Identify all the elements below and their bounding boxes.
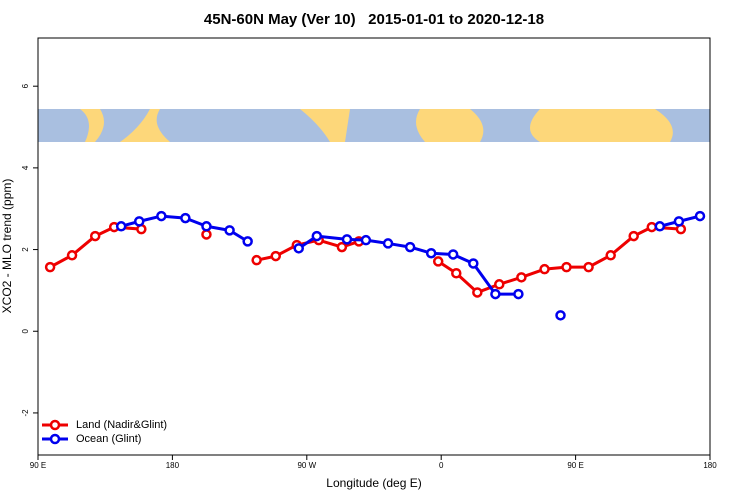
data-point xyxy=(156,210,167,222)
data-point xyxy=(646,221,658,233)
chart-title: 45N-60N May (Ver 10) 2015-01-01 to 2020-… xyxy=(204,11,544,28)
data-point xyxy=(694,210,706,222)
data-point xyxy=(513,288,524,300)
data-point xyxy=(44,261,56,273)
x-tick-label: 90 E xyxy=(30,461,46,470)
x-tick-label: 90 W xyxy=(297,461,316,470)
data-point xyxy=(404,241,416,253)
data-point xyxy=(673,216,685,227)
data-point xyxy=(490,288,501,300)
y-tick-label: -2 xyxy=(21,409,30,417)
x-tick-label: 90 E xyxy=(567,461,583,470)
data-point xyxy=(201,229,212,240)
data-point xyxy=(336,241,348,253)
data-point xyxy=(605,250,616,261)
y-tick-label: 2 xyxy=(21,247,30,252)
map-band xyxy=(38,109,710,142)
plot-frame xyxy=(37,37,711,456)
data-point xyxy=(561,261,572,273)
data-point xyxy=(360,234,372,246)
data-point xyxy=(494,279,505,290)
data-point xyxy=(66,250,78,261)
data-point xyxy=(425,247,437,259)
data-point xyxy=(555,310,566,321)
data-point xyxy=(224,225,235,236)
data-point xyxy=(201,221,212,232)
y-tick-label: 0 xyxy=(21,328,30,333)
data-point xyxy=(133,216,145,227)
data-point xyxy=(341,234,353,245)
x-axis-label: Longitude (deg E) xyxy=(326,476,421,490)
data-point xyxy=(382,238,394,249)
data-point xyxy=(270,250,281,262)
data-point xyxy=(251,254,262,266)
data-point xyxy=(432,256,444,267)
y-tick-label: 6 xyxy=(21,83,30,88)
data-point xyxy=(311,230,323,242)
data-point xyxy=(472,287,483,298)
data-point xyxy=(628,230,639,242)
legend-marker xyxy=(49,419,61,431)
legend-label: Land (Nadir&Glint) xyxy=(76,419,167,431)
data-point xyxy=(293,243,304,254)
y-tick-label: 4 xyxy=(21,165,30,170)
data-point xyxy=(115,221,127,232)
x-tick-label: 180 xyxy=(703,461,717,470)
x-tick-label: 180 xyxy=(166,461,180,470)
data-point xyxy=(583,261,594,273)
data-point xyxy=(451,268,462,279)
data-point xyxy=(516,272,527,283)
data-point xyxy=(242,236,253,247)
legend-marker xyxy=(49,433,61,445)
data-point xyxy=(654,221,666,232)
data-point xyxy=(539,263,550,275)
y-axis-label: XCO2 - MLO trend (ppm) xyxy=(0,179,14,314)
legend-label: Ocean (Glint) xyxy=(76,433,141,445)
x-tick-label: 0 xyxy=(439,461,444,470)
data-point xyxy=(468,258,479,269)
data-point xyxy=(447,249,459,260)
data-point xyxy=(89,230,101,242)
data-point xyxy=(180,212,191,224)
